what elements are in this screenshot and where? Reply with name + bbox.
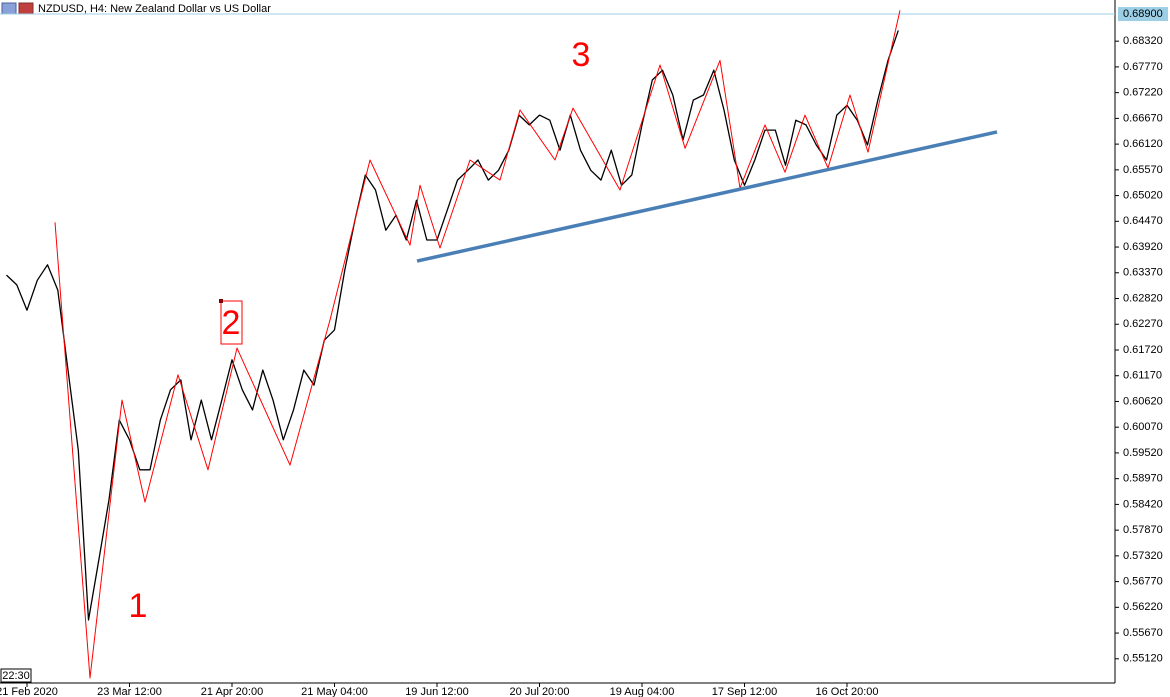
x-tick-label: 21 Feb 2020 xyxy=(0,686,58,697)
y-tick-label: 0.66120 xyxy=(1123,138,1163,150)
y-tick-label: 0.65570 xyxy=(1123,164,1163,176)
y-tick-label: 0.68320 xyxy=(1123,35,1163,47)
y-tick-label: 0.62820 xyxy=(1123,292,1163,304)
y-tick-label: 0.55120 xyxy=(1123,653,1163,665)
time-label: 22:30 xyxy=(2,670,30,682)
y-tick-label: 0.56770 xyxy=(1123,576,1163,588)
y-tick-label: 0.63920 xyxy=(1123,241,1163,253)
y-tick-label: 0.65020 xyxy=(1123,189,1163,201)
y-tick-label: 0.57870 xyxy=(1123,524,1163,536)
x-tick-label: 16 Oct 20:00 xyxy=(816,686,879,697)
y-tick-label: 0.59520 xyxy=(1123,447,1163,459)
y-tick-label: 0.67220 xyxy=(1123,87,1163,99)
annotation: 1 xyxy=(129,587,148,625)
icon xyxy=(1,2,17,15)
chart-title: NZDUSD, H4: New Zealand Dollar vs US Dol… xyxy=(38,3,271,15)
y-tick-label: 0.60620 xyxy=(1123,395,1163,407)
price-line xyxy=(6,30,899,621)
annotation-box xyxy=(220,300,243,345)
y-tick-label: 0.60070 xyxy=(1123,421,1163,433)
y-tick-label: 0.61170 xyxy=(1123,370,1162,382)
y-tick-label: 0.62270 xyxy=(1123,318,1163,330)
current-price-box xyxy=(1118,7,1168,22)
y-tick-label: 0.67770 xyxy=(1123,61,1163,73)
y-tick-label: 0.66670 xyxy=(1123,112,1163,124)
y-tick-label: 0.58420 xyxy=(1123,498,1163,510)
y-tick-label: 0.55670 xyxy=(1123,627,1163,639)
y-tick-label: 0.58970 xyxy=(1123,473,1163,485)
x-tick-label: 21 Apr 20:00 xyxy=(201,686,263,697)
trend-line xyxy=(416,130,998,263)
annotation: 2 xyxy=(222,304,241,342)
x-tick-label: 20 Jul 20:00 xyxy=(510,686,570,697)
annotation-anchor xyxy=(219,299,223,303)
y-tick-label: 0.56220 xyxy=(1123,601,1163,613)
time-box xyxy=(0,668,32,683)
annotation: 3 xyxy=(572,36,591,74)
x-tick-label: 21 May 04:00 xyxy=(301,686,368,697)
x-tick-label: 19 Jun 12:00 xyxy=(405,686,469,697)
y-tick-label: 0.61720 xyxy=(1123,344,1163,356)
x-tick-label: 19 Aug 04:00 xyxy=(610,686,675,697)
x-tick-label: 17 Sep 12:00 xyxy=(712,686,777,697)
x-tick-label: 23 Mar 12:00 xyxy=(97,686,162,697)
y-tick-label: 0.64470 xyxy=(1123,215,1163,227)
zigzag-line xyxy=(54,10,901,679)
y-tick-label: 0.57320 xyxy=(1123,550,1163,562)
current-price-label: 0.68900 xyxy=(1123,8,1163,20)
y-tick-label: 0.63370 xyxy=(1123,267,1163,279)
icon xyxy=(18,2,34,15)
